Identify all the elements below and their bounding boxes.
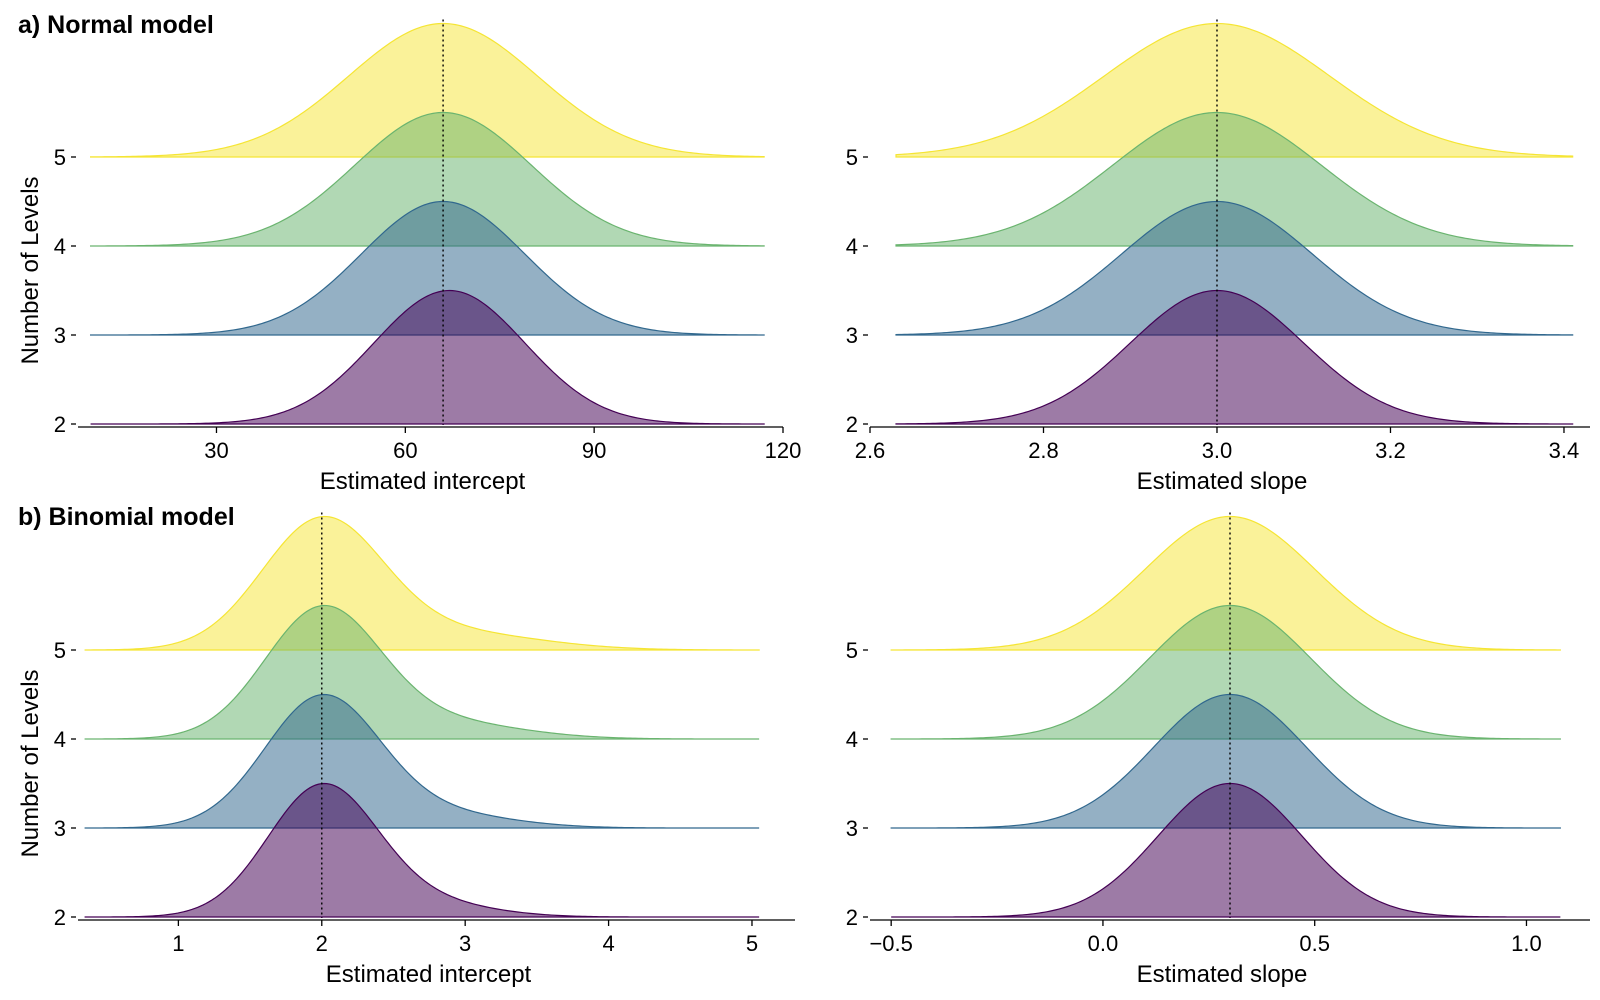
x-tick-label: 3 (459, 931, 471, 956)
chart-panels: 30 60 90 120 Estimated intercept 2 3 4 5 Number o… (17, 19, 1590, 988)
x-tick-label: 60 (393, 438, 417, 463)
y-tick-label: 2 (846, 905, 858, 930)
x-tick-label: 90 (582, 438, 606, 463)
y-tick-label: 5 (846, 145, 858, 170)
x-tick-label: 1.0 (1511, 931, 1542, 956)
x-tick-label: 30 (204, 438, 228, 463)
panel-title-binomial: b) Binomial model (18, 503, 235, 531)
x-tick-label: 3.0 (1202, 438, 1233, 463)
x-axis-label: Estimated slope (1137, 961, 1308, 988)
ridge-level-4 (890, 604, 1561, 740)
ridge-level-5 (890, 515, 1561, 651)
x-tick-label: 2.6 (855, 438, 886, 463)
y-tick-label: 2 (846, 412, 858, 437)
ridge-level-5 (84, 515, 760, 651)
x-tick-label: 2.8 (1028, 438, 1059, 463)
chart-panel-3: 1 2 3 4 5 Estimated intercept 2 3 4 5 Number of Le… (17, 512, 795, 988)
x-axis-label: Estimated slope (1137, 468, 1308, 495)
y-tick-label: 4 (54, 234, 66, 259)
y-tick-label: 3 (846, 323, 858, 348)
x-tick-label: 0.0 (1088, 931, 1119, 956)
chart-panel-4: −0.5 0.0 0.5 1.0 Estimated slope 2 3 4 5 (846, 512, 1590, 988)
ridge-level-4 (89, 111, 765, 247)
y-axis-label: Number of Levels (17, 669, 44, 857)
ridge-level-5 (895, 22, 1574, 158)
ridge-level-3 (890, 693, 1561, 829)
ridge-level-2 (90, 289, 765, 425)
x-axis-label: Estimated intercept (326, 961, 532, 988)
x-tick-label: 2 (316, 931, 328, 956)
y-tick-label: 5 (846, 638, 858, 663)
y-tick-label: 2 (54, 412, 66, 437)
y-tick-label: 4 (54, 727, 66, 752)
ridge-level-2 (895, 289, 1574, 425)
y-tick-label: 3 (846, 816, 858, 841)
x-tick-label: 0.5 (1299, 931, 1330, 956)
ridge-level-2 (891, 782, 1561, 918)
y-tick-label: 5 (54, 638, 66, 663)
y-axis-label: Number of Levels (17, 176, 44, 364)
chart-panel-1: 30 60 90 120 Estimated intercept 2 3 4 5 Number o… (17, 19, 802, 495)
ridge-level-3 (89, 200, 765, 336)
y-tick-label: 5 (54, 145, 66, 170)
ridge-level-4 (84, 604, 760, 740)
ridge-level-4 (895, 111, 1574, 247)
panel-title-normal: a) Normal model (18, 11, 214, 39)
y-tick-label: 4 (846, 727, 858, 752)
x-tick-label: 4 (602, 931, 614, 956)
ridge-level-3 (84, 693, 760, 829)
x-tick-label: 3.2 (1375, 438, 1406, 463)
x-tick-label: 5 (746, 931, 758, 956)
x-tick-label: −0.5 (869, 931, 912, 956)
x-tick-label: 3.4 (1549, 438, 1580, 463)
x-tick-label: 1 (172, 931, 184, 956)
y-tick-label: 2 (54, 905, 66, 930)
ridge-level-3 (895, 200, 1574, 336)
ridge-level-5 (89, 22, 765, 158)
x-axis-label: Estimated intercept (320, 468, 526, 495)
y-tick-label: 3 (54, 323, 66, 348)
y-tick-label: 4 (846, 234, 858, 259)
x-tick-label: 120 (765, 438, 802, 463)
chart-panel-2: 2.6 2.8 3.0 3.2 3.4 Estimated slope 2 3 4 5 (846, 19, 1590, 495)
y-tick-label: 3 (54, 816, 66, 841)
ridge-level-2 (84, 782, 760, 918)
